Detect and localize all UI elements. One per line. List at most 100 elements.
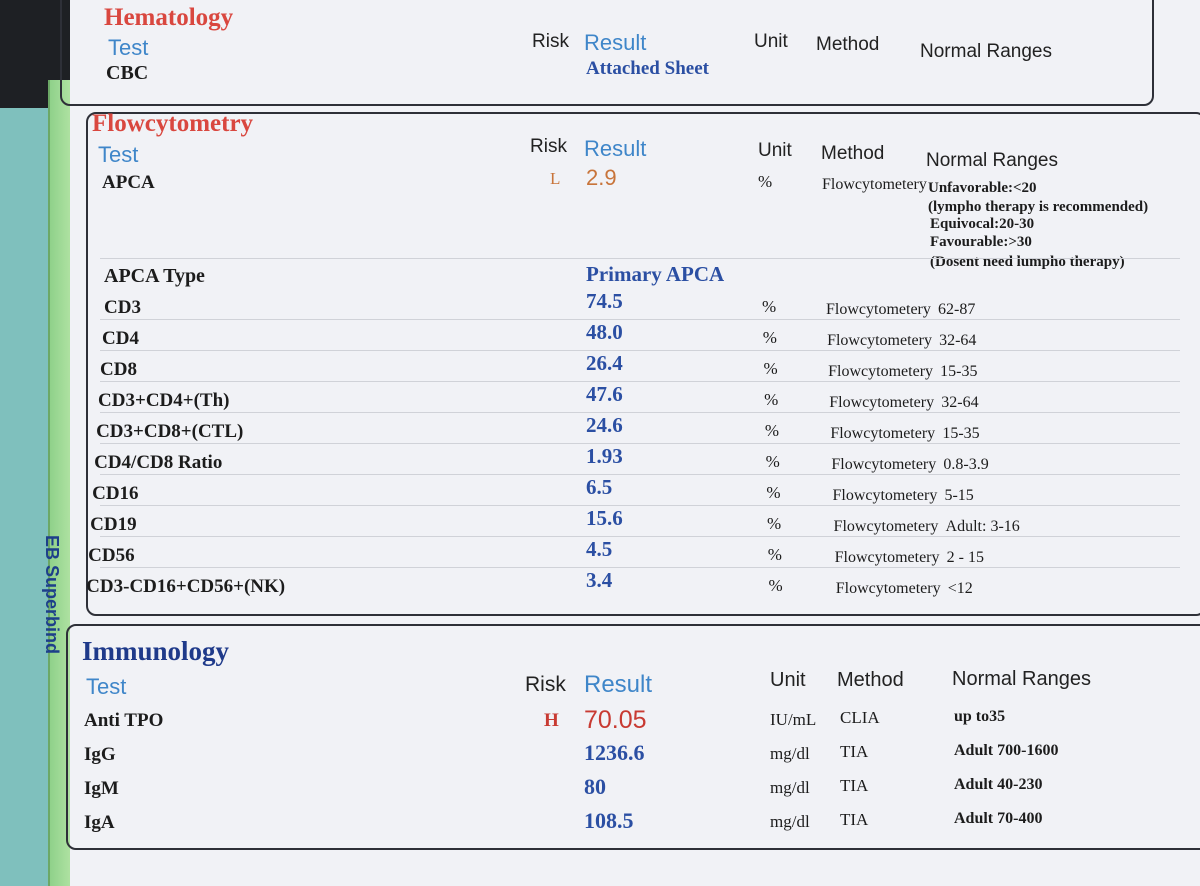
immuno-row-range: up to35	[954, 708, 1006, 725]
flow-row-method: Flowcytometery	[826, 301, 931, 318]
immuno-row-range: Adult 70-400	[954, 810, 1043, 827]
flow-row-range: 15-35	[940, 363, 978, 380]
immuno-row-test: IgG	[84, 744, 116, 765]
flow-row-method: Flowcytometery	[833, 518, 939, 535]
flow-row-result: 15.6	[586, 506, 623, 530]
flow-row-range: Adult: 3-16	[945, 518, 1020, 535]
immuno-row-method: CLIA	[840, 708, 880, 727]
cbc-test: CBC	[106, 62, 149, 84]
hematology-header-method: Method	[816, 34, 880, 55]
flow-row-unit: %	[762, 297, 777, 316]
immuno-row-unit: mg/dl	[770, 812, 810, 831]
apca-range-1: (lympho therapy is recommended)	[928, 199, 1149, 215]
hematology-title: Hematology	[104, 4, 234, 31]
apca-range-0: Unfavorable:<20	[928, 180, 1037, 196]
flow-row-result: 1.93	[586, 444, 623, 468]
apca-range-2: Equivocal:20-30	[930, 216, 1035, 232]
apca-unit: %	[758, 172, 773, 191]
lab-report-sheet: Hematology Test Risk Result Unit Method …	[60, 0, 1200, 886]
flow-row-range: 62-87	[938, 301, 976, 318]
flow-row-test: CD4/CD8 Ratio	[94, 452, 223, 473]
flow-row-test: CD16	[92, 483, 139, 504]
flow-row-method: Flowcytometery	[832, 487, 938, 504]
immunology-header-result: Result	[584, 671, 653, 698]
immunology-header-risk: Risk	[525, 673, 566, 696]
flow-row-result: 3.4	[586, 568, 613, 592]
flowcytometry-header-unit: Unit	[758, 140, 792, 161]
hematology-section	[60, 0, 1154, 106]
flow-row-method: Flowcytometery	[835, 580, 941, 597]
flow-row-result: 24.6	[586, 413, 623, 437]
immuno-row-unit: mg/dl	[770, 744, 810, 763]
row-divider	[100, 412, 1180, 413]
flow-row-unit: %	[766, 483, 781, 502]
flow-row-result: 4.5	[586, 537, 613, 561]
flow-row-range: 2 - 15	[946, 549, 984, 566]
flowcytometry-header-normal-ranges: Normal Ranges	[926, 150, 1058, 171]
immuno-row-result: 1236.6	[584, 740, 645, 765]
hematology-header-normal-ranges: Normal Ranges	[920, 41, 1052, 62]
immunology-header-test: Test	[86, 674, 127, 699]
immuno-row-method: TIA	[840, 742, 869, 761]
flowcytometry-section	[86, 112, 1200, 616]
apca-result: 2.9	[586, 165, 617, 190]
flow-row-unit: %	[764, 390, 779, 409]
flow-row-method: Flowcytometery	[830, 425, 936, 442]
flow-row-test: CD4	[102, 328, 139, 349]
row-divider	[100, 443, 1180, 444]
row-divider	[100, 474, 1180, 475]
flow-row-test: CD3+CD8+(CTL)	[96, 421, 244, 442]
apca-range-4: (Dosent need lumpho therapy)	[930, 254, 1125, 270]
flow-row-unit: %	[768, 576, 783, 595]
flow-row-result: 6.5	[586, 475, 613, 499]
flow-row-method: Flowcytometery	[831, 456, 937, 473]
binder-brand-label: EB Superbind	[42, 535, 62, 655]
flow-row-unit: %	[767, 514, 782, 533]
immuno-row-risk: H	[544, 710, 559, 731]
row-divider	[100, 536, 1180, 537]
apca-test: APCA	[102, 172, 155, 193]
apca-risk: L	[550, 169, 561, 188]
immuno-row-test: IgM	[84, 778, 119, 799]
flow-row-result: 26.4	[586, 351, 623, 375]
immuno-row-method: TIA	[840, 776, 869, 795]
immuno-row-range: Adult 40-230	[954, 776, 1043, 793]
flow-row-range: 0.8-3.9	[943, 456, 989, 473]
hematology-header-test: Test	[108, 35, 149, 60]
hematology-header-unit: Unit	[754, 31, 788, 52]
flow-row-test: CD8	[100, 359, 137, 380]
immuno-row-unit: mg/dl	[770, 778, 810, 797]
apca-range-3: Favourable:>30	[930, 234, 1032, 250]
flow-row-result: 47.6	[586, 382, 623, 406]
cbc-result: Attached Sheet	[586, 58, 709, 79]
row-divider	[100, 381, 1180, 382]
immunology-section	[66, 624, 1200, 850]
flowcytometry-title: Flowcytometry	[92, 110, 254, 137]
apca-method: Flowcytometery	[822, 176, 927, 193]
flow-row-range: 32-64	[941, 394, 979, 411]
row-divider	[100, 567, 1180, 568]
flow-row-test: CD3-CD16+CD56+(NK)	[86, 576, 286, 597]
immunology-header-method: Method	[837, 669, 904, 691]
immuno-row-test: Anti TPO	[84, 710, 164, 731]
flowcytometry-header-risk: Risk	[530, 136, 567, 157]
flow-row-unit: %	[764, 421, 780, 440]
flowcytometry-header-result: Result	[584, 136, 647, 161]
flow-row-unit: %	[763, 359, 778, 378]
immuno-row-result: 70.05	[584, 706, 647, 734]
flow-row-method: Flowcytometery	[827, 332, 932, 349]
immuno-row-test: IgA	[84, 812, 115, 833]
row-divider	[100, 258, 1180, 259]
flow-row-range: 5-15	[944, 487, 974, 504]
flow-row-test: CD3+CD4+(Th)	[98, 390, 230, 411]
flow-row-method: Flowcytometery	[829, 394, 935, 411]
flow-row-range: 15-35	[942, 425, 980, 442]
immuno-row-method: TIA	[840, 810, 869, 829]
immuno-row-result: 108.5	[584, 808, 634, 833]
flow-row-test: CD19	[90, 514, 137, 535]
flow-row-unit: %	[767, 545, 782, 564]
row-divider	[100, 350, 1180, 351]
immuno-row-unit: IU/mL	[770, 710, 817, 729]
flow-row-method: Flowcytometery	[828, 363, 934, 380]
flow-row-method: Flowcytometery	[834, 549, 940, 566]
